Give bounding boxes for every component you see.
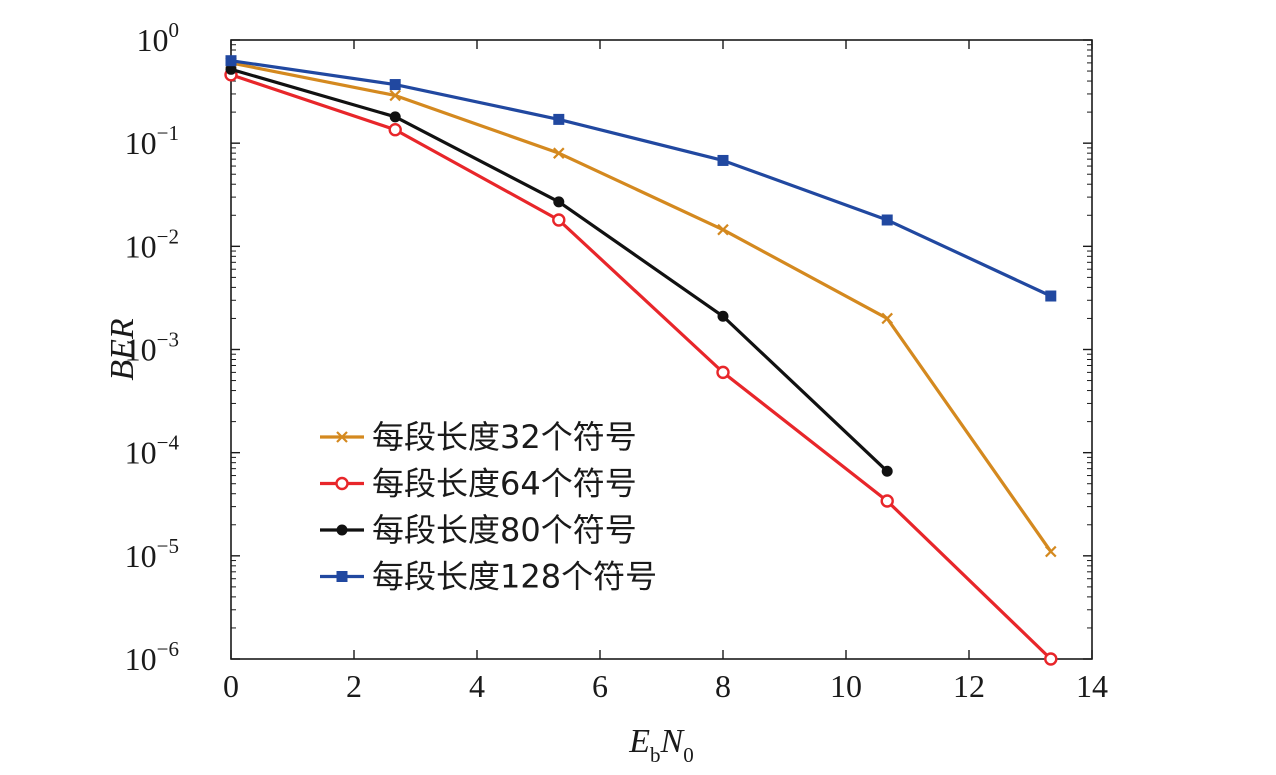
series-line bbox=[230, 59, 1052, 298]
series-line bbox=[230, 73, 1052, 661]
series-line bbox=[230, 61, 1053, 553]
legend-label: 每段长度80个符号 bbox=[372, 511, 637, 549]
legend-label: 每段长度128个符号 bbox=[372, 558, 657, 596]
legend-item: 每段长度64个符号 bbox=[320, 465, 637, 503]
x-tick-label: 10 bbox=[830, 668, 862, 704]
marker-square bbox=[225, 55, 237, 67]
marker-circle bbox=[880, 494, 894, 508]
legend-item: 每段长度80个符号 bbox=[320, 511, 637, 549]
marker-square bbox=[336, 571, 348, 582]
y-tick-label: 10−3 bbox=[125, 328, 179, 368]
legend-item: 每段长度128个符号 bbox=[320, 558, 657, 596]
marker-x bbox=[389, 89, 401, 102]
marker-x-stroke bbox=[389, 89, 401, 102]
marker-dot bbox=[389, 111, 401, 123]
y-tick-label: 10−6 bbox=[125, 637, 179, 677]
marker-dot bbox=[336, 524, 348, 536]
y-tick-label: 10−1 bbox=[125, 121, 179, 161]
axes-layer: 0 2 4 6 8 10 12 14 100 10−1 10−2 10−3 10−4 10−5 10−6 Eb… bbox=[104, 18, 1108, 767]
series-1 bbox=[225, 57, 1057, 558]
marker-circle bbox=[716, 365, 730, 380]
marker-circle bbox=[552, 213, 566, 227]
marker-circle bbox=[388, 123, 402, 137]
marker-x bbox=[881, 312, 893, 325]
marker-circle bbox=[1044, 652, 1058, 666]
marker-square bbox=[553, 113, 565, 125]
legend-item: 每段长度32个符号 bbox=[320, 418, 637, 456]
marker-x bbox=[717, 223, 729, 236]
marker-x-stroke bbox=[336, 431, 348, 443]
x-tick-label: 8 bbox=[715, 668, 731, 704]
x-tick-label: 14 bbox=[1076, 668, 1108, 704]
x-tick-label: 0 bbox=[223, 668, 239, 704]
series-layer bbox=[224, 55, 1058, 666]
series-4 bbox=[225, 55, 1057, 302]
series-2 bbox=[224, 68, 1058, 666]
y-tick-label: 10−5 bbox=[125, 534, 179, 574]
marker-x-stroke bbox=[881, 312, 893, 325]
marker-x bbox=[336, 431, 348, 443]
marker-x-stroke bbox=[717, 223, 729, 236]
legend-label: 每段长度32个符号 bbox=[372, 418, 637, 456]
y-axis-label: BER bbox=[104, 318, 141, 381]
marker-square bbox=[389, 79, 401, 91]
marker-x bbox=[553, 147, 565, 159]
marker-dot bbox=[717, 310, 729, 322]
legend-label: 每段长度64个符号 bbox=[372, 465, 637, 503]
marker-dot bbox=[553, 196, 565, 208]
plot-frame bbox=[230, 39, 1093, 660]
series-3 bbox=[225, 63, 893, 477]
marker-square bbox=[881, 214, 893, 226]
x-tick-label: 4 bbox=[469, 668, 485, 704]
y-tick-label: 100 bbox=[137, 18, 180, 58]
x-tick-label: 12 bbox=[953, 668, 985, 704]
marker-square bbox=[717, 154, 729, 166]
marker-x-stroke bbox=[553, 147, 565, 159]
y-tick-label: 10−4 bbox=[125, 431, 180, 471]
x-tick-label: 6 bbox=[592, 668, 608, 704]
marker-square bbox=[1045, 290, 1057, 302]
marker-circle bbox=[335, 476, 349, 491]
series-line bbox=[230, 67, 889, 473]
marker-x-stroke bbox=[1045, 545, 1057, 558]
x-tick-label: 2 bbox=[346, 668, 362, 704]
marker-x bbox=[1045, 545, 1057, 558]
y-tick-label: 10−2 bbox=[125, 224, 179, 264]
marker-dot bbox=[225, 63, 237, 75]
marker-dot bbox=[881, 465, 893, 477]
x-axis-label: EbN0 bbox=[628, 723, 693, 767]
